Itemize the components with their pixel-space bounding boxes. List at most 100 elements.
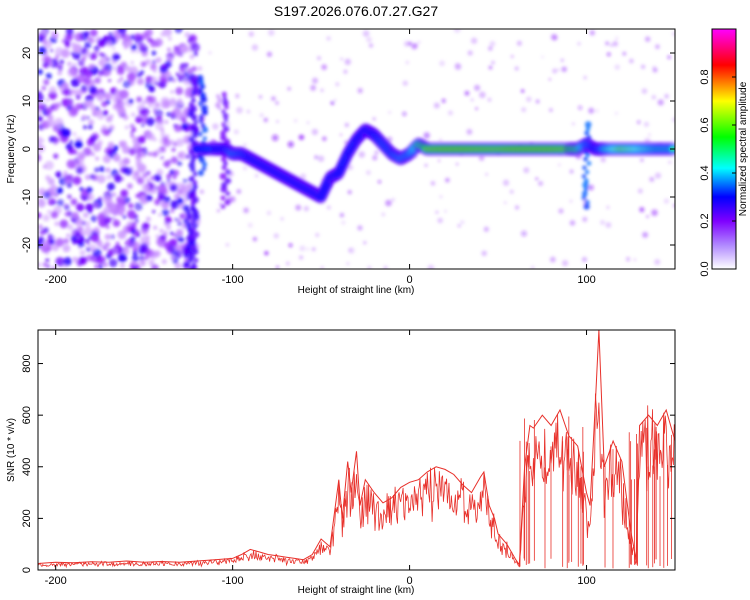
noise-blob — [38, 262, 42, 268]
noise-blob — [103, 216, 112, 224]
noise-blob — [84, 174, 91, 181]
colorbar: 0.0 0.2 0.4 0.6 0.8 Normalized spectral ampl… — [699, 28, 749, 277]
noise-blob — [427, 264, 435, 269]
noise-blob — [105, 224, 110, 229]
noise-blob — [154, 198, 161, 206]
noise-blob — [199, 91, 206, 99]
noise-blob — [388, 111, 391, 114]
noise-blob — [99, 52, 103, 57]
noise-blob — [155, 234, 160, 239]
noise-blob — [357, 225, 363, 231]
noise-blob — [314, 155, 319, 160]
noise-blob — [120, 91, 128, 98]
noise-blob — [46, 119, 55, 128]
noise-blob — [67, 224, 74, 231]
noise-blob — [583, 178, 589, 184]
noise-blob — [549, 256, 556, 263]
noise-blob — [224, 105, 229, 110]
noise-blob — [107, 248, 115, 256]
noise-blob — [173, 233, 177, 237]
noise-blob — [200, 123, 206, 128]
noise-blob — [85, 78, 95, 88]
noise-blob — [70, 78, 80, 88]
noise-blob — [368, 43, 374, 48]
noise-blob — [140, 151, 147, 158]
noise-blob — [433, 102, 440, 109]
noise-blob — [217, 97, 223, 103]
noise-blob — [56, 187, 64, 194]
noise-blob — [153, 137, 157, 142]
noise-blob — [83, 227, 93, 236]
noise-blob — [456, 163, 459, 166]
noise-blob — [287, 86, 292, 91]
noise-blob — [142, 221, 150, 230]
noise-blob — [150, 175, 155, 181]
noise-blob — [335, 82, 340, 87]
noise-blob — [130, 130, 134, 135]
noise-blob — [102, 195, 112, 205]
noise-blob — [106, 174, 112, 180]
noise-blob — [144, 113, 148, 117]
noise-blob — [233, 129, 239, 135]
noise-blob — [129, 212, 136, 219]
noise-blob — [146, 117, 155, 126]
noise-blob — [266, 210, 272, 216]
noise-blob — [177, 161, 183, 167]
noise-blob — [192, 196, 199, 204]
noise-blob — [196, 74, 204, 82]
noise-blob — [102, 128, 110, 136]
noise-blob — [201, 166, 207, 171]
noise-blob — [54, 193, 58, 197]
noise-blob — [59, 59, 65, 65]
noise-blob — [152, 101, 161, 110]
noise-blob — [56, 199, 65, 207]
noise-blob — [191, 209, 199, 217]
noise-blob — [467, 50, 473, 56]
noise-blob — [50, 48, 54, 53]
noise-blob — [140, 61, 147, 68]
noise-blob — [615, 37, 618, 40]
noise-blob — [246, 109, 251, 114]
noise-blob — [202, 136, 207, 141]
noise-blob — [63, 238, 70, 244]
noise-blob — [84, 41, 92, 49]
noise-blob — [76, 226, 84, 233]
noise-blob — [122, 80, 131, 89]
noise-blob — [160, 131, 166, 137]
noise-blob — [174, 29, 183, 34]
noise-blob — [179, 68, 186, 75]
noise-blob — [483, 226, 489, 232]
noise-blob — [72, 149, 78, 155]
noise-blob — [280, 217, 284, 221]
noise-blob — [268, 29, 275, 36]
noise-blob — [466, 128, 473, 135]
noise-blob — [80, 84, 88, 92]
noise-blob — [76, 203, 85, 212]
noise-blob — [259, 95, 262, 99]
noise-blob — [614, 111, 619, 115]
noise-blob — [515, 205, 520, 210]
noise-blob — [58, 177, 67, 186]
noise-blob — [192, 80, 199, 87]
noise-blob — [541, 55, 544, 58]
noise-blob — [183, 198, 188, 203]
noise-blob — [589, 30, 596, 36]
noise-blob — [180, 185, 187, 192]
noise-blob — [47, 209, 52, 214]
noise-blob — [548, 78, 551, 81]
noise-blob — [221, 181, 228, 189]
noise-blob — [157, 193, 166, 201]
noise-blob — [160, 31, 166, 37]
noise-blob — [99, 167, 105, 173]
noise-blob — [91, 234, 100, 243]
noise-blob — [117, 253, 128, 263]
noise-blob — [583, 156, 588, 162]
noise-blob — [146, 178, 150, 182]
spectrogram-y-tick-label: 10 — [21, 95, 33, 107]
noise-blob — [75, 166, 84, 175]
noise-blob — [110, 234, 115, 240]
noise-blob — [201, 126, 209, 133]
noise-blob — [105, 40, 113, 48]
noise-blob — [50, 211, 59, 219]
noise-blob — [103, 67, 107, 71]
